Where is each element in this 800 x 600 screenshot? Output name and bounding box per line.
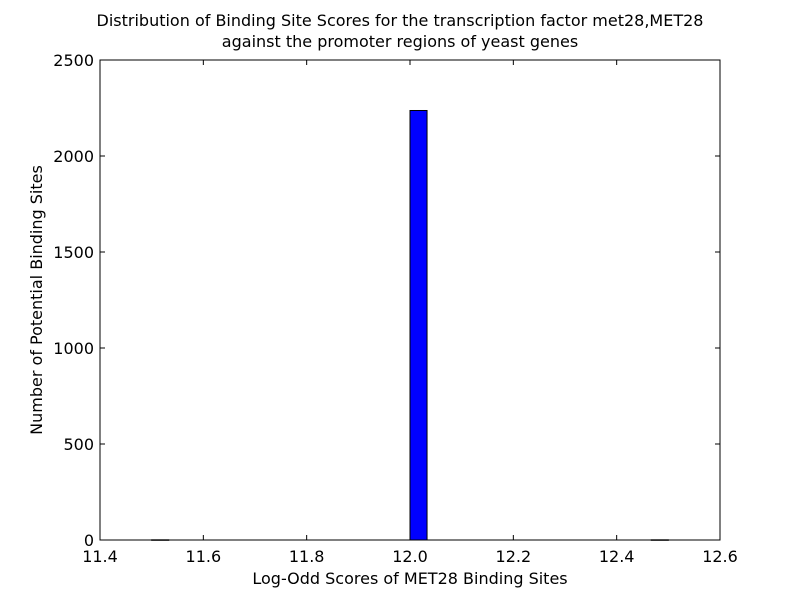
chart-title: Distribution of Binding Site Scores for … [97,11,704,30]
y-tick-label: 2000 [53,147,94,166]
x-tick-label: 12.2 [496,547,532,566]
y-tick-label: 2500 [53,51,94,70]
tick-group: 11.4 11.6 11.8 12.0 12.2 12.4 12.6 0 500 1000 1500… [53,51,738,566]
x-tick-label: 12.6 [702,547,738,566]
bar-group [151,109,669,541]
histogram-bar-1 [409,109,428,541]
x-tick-label: 11.8 [289,547,325,566]
y-tick-label: 1000 [53,339,94,358]
plot-frame [99,59,721,541]
chart-subtitle: against the promoter regions of yeast ge… [222,32,578,51]
x-axis-label: Log-Odd Scores of MET28 Binding Sites [252,569,567,588]
y-tick-label: 0 [84,531,94,550]
x-tick-label: 11.6 [186,547,222,566]
x-tick-label: 11.4 [82,547,118,566]
y-tick-label: 1500 [53,243,94,262]
y-axis-label: Number of Potential Binding Sites [27,165,46,435]
x-tick-label: 12.0 [392,547,428,566]
x-tick-label: 12.4 [599,547,635,566]
y-tick-label: 500 [63,435,94,454]
